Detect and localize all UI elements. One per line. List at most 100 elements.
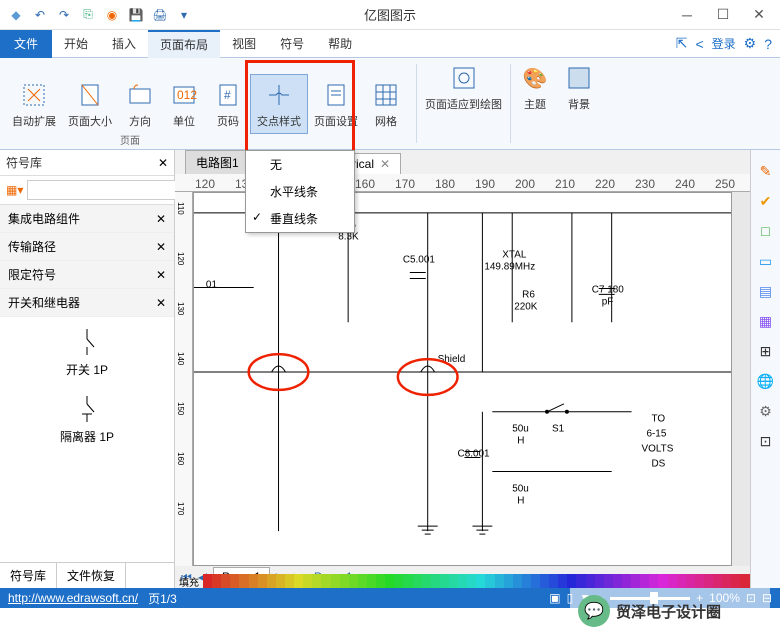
- color-swatch[interactable]: [576, 574, 585, 588]
- color-swatch[interactable]: [586, 574, 595, 588]
- color-swatch[interactable]: [413, 574, 422, 588]
- grid-button[interactable]: 网格: [364, 75, 408, 133]
- color-swatch[interactable]: [622, 574, 631, 588]
- maximize-button[interactable]: ☐: [708, 3, 738, 27]
- color-swatch[interactable]: [476, 574, 485, 588]
- shape-isolator-1p[interactable]: 隔离器 1P: [10, 394, 164, 445]
- search-input[interactable]: [27, 180, 179, 200]
- color-swatch[interactable]: [595, 574, 604, 588]
- close-icon[interactable]: ✕: [156, 296, 166, 310]
- color-swatch[interactable]: [221, 574, 230, 588]
- tab-library[interactable]: 符号库: [0, 563, 57, 588]
- help-icon[interactable]: ?: [764, 36, 772, 52]
- doc-tab-1[interactable]: 电路图1: [185, 150, 250, 174]
- color-swatch[interactable]: [631, 574, 640, 588]
- tab-help[interactable]: 帮助: [316, 30, 364, 58]
- color-swatch[interactable]: [668, 574, 677, 588]
- library-icon[interactable]: ▦▾: [6, 183, 23, 197]
- category-qualifier[interactable]: 限定符号✕: [0, 261, 174, 289]
- color-swatch[interactable]: [331, 574, 340, 588]
- color-swatch[interactable]: [385, 574, 394, 588]
- color-swatch[interactable]: [440, 574, 449, 588]
- qat-redo-icon[interactable]: ↷: [54, 5, 74, 25]
- close-icon[interactable]: ✕: [156, 268, 166, 282]
- minimize-button[interactable]: ─: [672, 3, 702, 27]
- qat-shapes-icon[interactable]: ◉: [102, 5, 122, 25]
- color-swatch[interactable]: [558, 574, 567, 588]
- color-swatch[interactable]: [212, 574, 221, 588]
- background-button[interactable]: 背景: [557, 58, 601, 149]
- page-num-button[interactable]: #页码: [206, 75, 250, 133]
- crossover-style-button[interactable]: 交点样式: [250, 74, 308, 134]
- color-swatch[interactable]: [604, 574, 613, 588]
- tab-symbol[interactable]: 符号: [268, 30, 316, 58]
- right-tool-8[interactable]: ⚙: [755, 400, 777, 422]
- orientation-button[interactable]: 方向: [118, 75, 162, 133]
- qat-print-icon[interactable]: 🖨: [150, 5, 170, 25]
- view-mode-icon[interactable]: ▣: [549, 591, 560, 605]
- share-icon[interactable]: <: [695, 36, 703, 52]
- page-size-button[interactable]: 页面大小: [62, 75, 118, 133]
- color-swatch[interactable]: [485, 574, 494, 588]
- color-swatch[interactable]: [504, 574, 513, 588]
- close-icon[interactable]: ✕: [156, 240, 166, 254]
- color-swatch[interactable]: [303, 574, 312, 588]
- color-swatch[interactable]: [495, 574, 504, 588]
- right-tool-4[interactable]: ▤: [755, 280, 777, 302]
- auto-expand-button[interactable]: 自动扩展: [6, 75, 62, 133]
- color-swatch[interactable]: [321, 574, 330, 588]
- color-swatch[interactable]: [294, 574, 303, 588]
- color-swatch[interactable]: [704, 574, 713, 588]
- color-swatch[interactable]: [731, 574, 740, 588]
- drawing-canvas[interactable]: R58.3KC5.001XTAL149.89MHzR6220KC7 180pFS…: [193, 192, 732, 566]
- color-swatch[interactable]: [431, 574, 440, 588]
- tab-page-layout[interactable]: 页面布局: [148, 30, 220, 58]
- page-setup-button[interactable]: 页面设置: [308, 75, 364, 133]
- login-link[interactable]: 登录: [712, 35, 736, 52]
- color-swatch[interactable]: [340, 574, 349, 588]
- color-swatch[interactable]: [531, 574, 540, 588]
- color-swatch[interactable]: [239, 574, 248, 588]
- dropdown-vertical[interactable]: ✓垂直线条: [246, 205, 354, 232]
- status-url-link[interactable]: http://www.edrawsoft.cn/: [8, 591, 138, 605]
- qat-save-icon[interactable]: 💾: [126, 5, 146, 25]
- color-swatch[interactable]: [740, 574, 749, 588]
- qat-copy-icon[interactable]: ⎘: [78, 5, 98, 25]
- color-swatch[interactable]: [467, 574, 476, 588]
- color-swatch[interactable]: [613, 574, 622, 588]
- color-swatch[interactable]: [649, 574, 658, 588]
- tab-close-icon[interactable]: ✕: [380, 157, 390, 171]
- right-tool-0[interactable]: ✎: [755, 160, 777, 182]
- color-swatch[interactable]: [358, 574, 367, 588]
- color-swatch[interactable]: [267, 574, 276, 588]
- color-swatch[interactable]: [349, 574, 358, 588]
- color-swatch[interactable]: [312, 574, 321, 588]
- color-swatch[interactable]: [367, 574, 376, 588]
- color-swatch[interactable]: [713, 574, 722, 588]
- color-swatch[interactable]: [567, 574, 576, 588]
- tab-start[interactable]: 开始: [52, 30, 100, 58]
- color-swatch[interactable]: [549, 574, 558, 588]
- color-swatch[interactable]: [513, 574, 522, 588]
- color-swatch[interactable]: [376, 574, 385, 588]
- dropdown-none[interactable]: 无: [246, 151, 354, 178]
- color-swatch[interactable]: [722, 574, 731, 588]
- color-swatch[interactable]: [458, 574, 467, 588]
- color-swatch[interactable]: [394, 574, 403, 588]
- color-swatch[interactable]: [658, 574, 667, 588]
- color-swatch[interactable]: [677, 574, 686, 588]
- right-tool-7[interactable]: 🌐: [755, 370, 777, 392]
- category-ic-components[interactable]: 集成电路组件✕: [0, 205, 174, 233]
- shape-switch-1p[interactable]: 开关 1P: [10, 327, 164, 378]
- color-swatch[interactable]: [522, 574, 531, 588]
- dropdown-horizontal[interactable]: 水平线条: [246, 178, 354, 205]
- color-swatch[interactable]: [449, 574, 458, 588]
- qat-export-icon[interactable]: ▾: [174, 5, 194, 25]
- color-swatch[interactable]: [276, 574, 285, 588]
- color-swatch[interactable]: [540, 574, 549, 588]
- tab-recovery[interactable]: 文件恢复: [57, 563, 126, 588]
- color-swatch[interactable]: [285, 574, 294, 588]
- unit-button[interactable]: 012单位: [162, 75, 206, 133]
- color-swatch[interactable]: [203, 574, 212, 588]
- qat-edraw-icon[interactable]: ◆: [6, 5, 26, 25]
